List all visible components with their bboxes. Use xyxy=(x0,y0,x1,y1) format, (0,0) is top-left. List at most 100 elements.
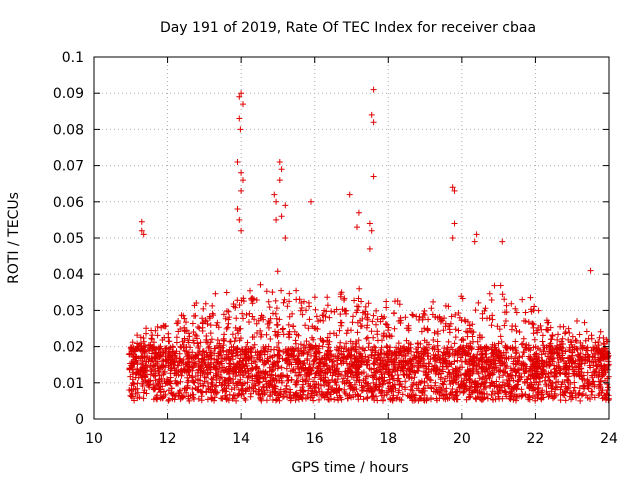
data-point xyxy=(229,331,236,338)
data-point xyxy=(180,393,187,400)
data-point xyxy=(378,313,385,320)
data-point xyxy=(566,393,573,400)
data-point xyxy=(303,338,310,345)
data-point xyxy=(370,86,377,93)
data-point xyxy=(531,336,538,343)
data-point xyxy=(443,357,450,364)
data-point xyxy=(207,359,214,366)
data-point xyxy=(557,345,564,352)
data-point xyxy=(315,381,322,388)
data-point xyxy=(301,367,308,374)
data-point xyxy=(518,386,525,393)
x-tick-label: 20 xyxy=(453,431,471,447)
data-point xyxy=(314,369,320,376)
data-point xyxy=(458,337,465,343)
data-point xyxy=(141,342,148,349)
data-point xyxy=(133,370,140,377)
data-point xyxy=(501,382,508,389)
data-point xyxy=(144,354,150,361)
data-point xyxy=(457,354,464,361)
data-point xyxy=(512,338,519,345)
y-tick-label: 0.07 xyxy=(53,159,84,175)
data-point xyxy=(176,389,183,395)
data-point xyxy=(207,352,214,359)
data-point xyxy=(334,361,341,368)
data-point xyxy=(253,375,259,382)
data-point xyxy=(489,396,496,403)
data-point xyxy=(267,392,274,398)
data-point xyxy=(447,390,454,397)
data-point xyxy=(591,383,598,390)
data-point xyxy=(420,350,427,357)
data-point xyxy=(538,357,545,364)
data-point xyxy=(302,322,309,329)
data-point xyxy=(520,340,526,347)
data-point xyxy=(396,387,403,394)
data-point xyxy=(283,382,290,389)
data-point xyxy=(451,220,458,227)
data-point xyxy=(256,356,263,363)
data-point xyxy=(293,296,300,303)
data-point xyxy=(523,367,530,374)
data-point xyxy=(601,345,608,351)
data-point xyxy=(466,350,472,357)
data-point xyxy=(511,384,518,391)
data-point xyxy=(336,327,343,334)
data-point xyxy=(397,314,404,321)
data-point xyxy=(503,345,510,352)
data-point xyxy=(289,310,296,317)
data-point xyxy=(236,115,243,122)
data-point xyxy=(277,391,284,398)
data-point xyxy=(405,327,412,334)
data-point xyxy=(196,325,203,332)
data-point xyxy=(336,392,343,399)
data-point xyxy=(209,381,216,388)
data-point xyxy=(381,370,388,377)
data-point xyxy=(520,362,527,369)
data-point xyxy=(310,361,317,367)
data-point xyxy=(555,359,562,366)
data-point xyxy=(256,391,262,398)
data-point xyxy=(391,310,398,316)
data-point xyxy=(191,360,198,366)
data-point xyxy=(211,364,218,371)
data-point xyxy=(243,311,250,318)
data-point xyxy=(449,235,456,241)
data-point xyxy=(281,388,288,395)
data-point xyxy=(584,347,591,354)
data-point xyxy=(513,327,520,334)
data-point xyxy=(274,268,281,275)
data-point xyxy=(374,397,381,404)
data-point xyxy=(590,369,597,376)
data-point xyxy=(534,363,541,370)
data-point xyxy=(373,307,380,314)
data-point xyxy=(404,392,411,399)
data-point xyxy=(365,354,371,361)
data-point xyxy=(532,374,539,381)
data-point xyxy=(293,389,300,396)
data-point xyxy=(475,370,482,377)
data-point xyxy=(243,362,250,369)
data-point xyxy=(500,372,506,379)
data-point xyxy=(444,363,451,370)
data-point xyxy=(173,339,180,346)
data-point xyxy=(212,388,219,395)
data-point xyxy=(566,344,573,351)
data-point xyxy=(441,345,448,352)
data-point xyxy=(241,395,248,402)
x-tick-label: 22 xyxy=(527,431,545,447)
data-point xyxy=(372,344,379,351)
data-point xyxy=(226,391,233,398)
data-point xyxy=(527,357,534,364)
data-point xyxy=(459,295,466,302)
data-point xyxy=(370,379,377,386)
x-tick-label: 12 xyxy=(159,431,177,447)
data-point xyxy=(355,337,362,344)
data-point xyxy=(443,349,450,356)
data-point xyxy=(544,326,551,333)
data-point xyxy=(223,348,230,355)
data-point xyxy=(297,341,304,348)
data-point xyxy=(258,351,264,358)
data-point xyxy=(235,378,241,385)
data-point xyxy=(194,340,201,347)
